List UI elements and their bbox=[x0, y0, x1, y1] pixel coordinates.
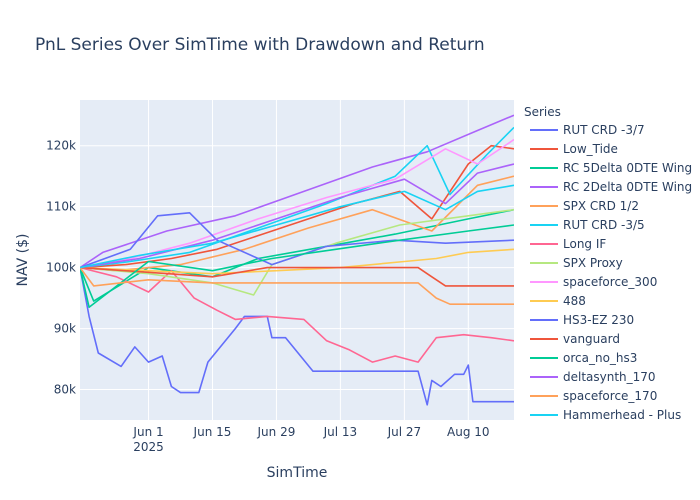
series-lines bbox=[80, 114, 514, 406]
x-tick-label: Jun 1 bbox=[132, 425, 163, 439]
x-tick-sublabel: 2025 bbox=[133, 440, 164, 454]
legend-item-label[interactable]: RC 5Delta 0DTE Wing bbox=[563, 161, 692, 175]
x-tick-label: Jul 27 bbox=[387, 425, 422, 439]
series-line-14 bbox=[80, 267, 514, 306]
legend-item-label[interactable]: spaceforce_170 bbox=[563, 389, 657, 403]
legend-item-label[interactable]: SPX CRD 1/2 bbox=[563, 199, 639, 213]
x-tick-label: Jun 15 bbox=[193, 425, 232, 439]
legend-title: Series bbox=[524, 105, 561, 119]
legend-item-label[interactable]: RC 2Delta 0DTE Wing bbox=[563, 180, 692, 194]
legend-item-label[interactable]: spaceforce_300 bbox=[563, 275, 657, 289]
y-tick-label: 110k bbox=[46, 200, 76, 214]
x-tick-label: Aug 10 bbox=[447, 425, 490, 439]
series-line-5 bbox=[80, 126, 514, 269]
legend-item-label[interactable]: Long IF bbox=[563, 237, 606, 251]
legend-item-label[interactable]: deltasynth_170 bbox=[563, 370, 656, 384]
series-line-12 bbox=[80, 224, 514, 309]
series-line-11 bbox=[80, 266, 514, 287]
legend-item-label[interactable]: RUT CRD -3/7 bbox=[563, 123, 645, 137]
legend-item-label[interactable]: 488 bbox=[563, 294, 586, 308]
series-line-13 bbox=[80, 163, 514, 269]
series-line-0 bbox=[80, 267, 514, 406]
y-tick-label: 100k bbox=[46, 261, 76, 275]
y-tick-label: 80k bbox=[54, 383, 76, 397]
y-tick-label: 90k bbox=[54, 322, 76, 336]
legend-item-label[interactable]: SPX Proxy bbox=[563, 256, 623, 270]
legend-item-label[interactable]: Hammerhead - Plus bbox=[563, 408, 681, 422]
series-line-15 bbox=[80, 184, 514, 269]
x-tick-label: Jun 29 bbox=[257, 425, 296, 439]
legend-item-label[interactable]: RUT CRD -3/5 bbox=[563, 218, 645, 232]
series-line-3 bbox=[80, 114, 514, 269]
plot-area bbox=[80, 100, 514, 420]
series-line-10 bbox=[80, 212, 514, 269]
legend-item-label[interactable]: Low_Tide bbox=[563, 142, 618, 156]
y-tick-label: 120k bbox=[46, 139, 76, 153]
legend-item-label[interactable]: HS3-EZ 230 bbox=[563, 313, 634, 327]
y-axis-ticks: 80k 90k 100k 110k 120k bbox=[46, 139, 76, 397]
legend-item-label[interactable]: orca_no_hs3 bbox=[563, 351, 637, 365]
x-axis-title: SimTime bbox=[267, 465, 328, 481]
legend: RUT CRD -3/7 Low_Tide RC 5Delta 0DTE Wing R… bbox=[530, 123, 692, 422]
y-axis-title: NAV ($) bbox=[15, 233, 31, 286]
chart-title: PnL Series Over SimTime with Drawdown an… bbox=[35, 35, 485, 55]
legend-item-label[interactable]: vanguard bbox=[563, 332, 620, 346]
x-tick-label: Jul 13 bbox=[323, 425, 358, 439]
